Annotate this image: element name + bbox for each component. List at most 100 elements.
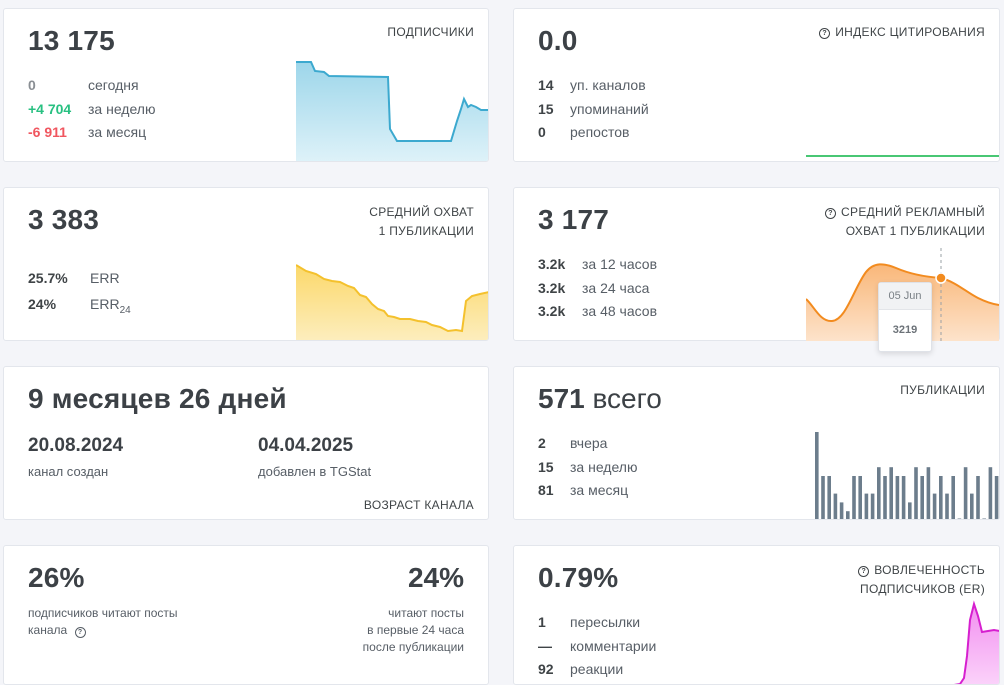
ad-reach-12h-row: 3.2k за 12 часов [538, 254, 657, 274]
ad-reach-48h-row: 3.2k за 48 часов [538, 301, 657, 321]
citation-mentions-label: упоминаний [570, 101, 649, 117]
publication-bar[interactable] [858, 476, 862, 520]
ad-reach-12h-value: 3.2k [538, 256, 566, 272]
err-value: 25.7% [28, 270, 68, 286]
subscribers-month-value: -6 911 [28, 124, 67, 140]
publication-bar[interactable] [970, 493, 974, 520]
publications-total-number: 571 [538, 383, 585, 414]
publication-bar[interactable] [877, 467, 881, 520]
publication-bar[interactable] [883, 476, 887, 520]
publication-bar[interactable] [932, 493, 937, 520]
subscribers-month-label: за месяц [88, 124, 147, 140]
publication-bar[interactable] [895, 476, 900, 520]
citation-mentions-row: 15 упоминаний [538, 99, 649, 119]
added-date: 04.04.2025 [258, 435, 354, 456]
publication-bar[interactable] [939, 476, 943, 520]
engagement-reactions-value: 92 [538, 661, 554, 677]
publication-bar[interactable] [901, 476, 906, 520]
average-reach-caption-line2: 1 ПУБЛИКАЦИИ [378, 224, 474, 238]
publication-bar[interactable] [951, 476, 955, 520]
publication-bar[interactable] [914, 467, 918, 520]
err24-row: 24% ERR24 [28, 294, 131, 316]
engagement-caption-line1: ВОВЛЕЧЕННОСТЬ [874, 563, 985, 577]
publications-card[interactable]: 571 всего ПУБЛИКАЦИИ 2 вчера 15 за неделю … [513, 366, 1000, 520]
publications-caption: ПУБЛИКАЦИИ [900, 383, 985, 397]
publication-bar[interactable] [963, 467, 968, 520]
publications-bar-chart [815, 432, 999, 521]
read-share-left-label-line2: канала [28, 623, 68, 637]
question-circle-icon[interactable]: ? [825, 208, 837, 219]
question-circle-icon[interactable]: ? [858, 566, 870, 577]
tooltip-value: 3219 [892, 324, 918, 336]
engagement-comments-row: — комментарии [538, 636, 656, 656]
channel-age-caption: ВОЗРАСТ КАНАЛА [363, 498, 474, 512]
average-reach-caption: СРЕДНИЙ ОХВАТ 1 ПУБЛИКАЦИИ [369, 203, 474, 241]
average-reach-card[interactable]: 3 383 СРЕДНИЙ ОХВАТ 1 ПУБЛИКАЦИИ 25.7% ER… [3, 187, 489, 341]
engagement-card[interactable]: 0.79% ? ВОВЛЕЧЕННОСТЬ ПОДПИСЧИКОВ (ER) 1 п… [513, 545, 1000, 685]
ad-reach-card[interactable]: 3 177 ? СРЕДНИЙ РЕКЛАМНЫЙ ОХВАТ 1 ПУБЛИКА… [513, 187, 1000, 352]
publications-month-value: 81 [538, 482, 554, 498]
publication-bar[interactable] [988, 467, 993, 520]
read-share-card[interactable]: 26% подписчиков читают посты канала ? 24… [3, 545, 489, 685]
question-circle-icon[interactable]: ? [74, 627, 86, 638]
publications-month-label: за месяц [570, 482, 629, 498]
publication-bar[interactable] [982, 518, 986, 521]
publication-bar[interactable] [870, 493, 875, 520]
publication-bar[interactable] [889, 467, 893, 520]
publication-bar[interactable] [920, 476, 924, 520]
publication-bar[interactable] [833, 493, 838, 520]
err-label: ERR [90, 270, 120, 286]
publication-bar[interactable] [821, 476, 825, 520]
ad-reach-48h-label: за 48 часов [582, 303, 658, 319]
publication-bar[interactable] [994, 476, 999, 520]
engagement-forwards-label: пересылки [570, 614, 641, 630]
subscribers-week-value: +4 704 [28, 101, 72, 117]
question-circle-icon[interactable]: ? [819, 28, 831, 39]
publication-bar[interactable] [976, 476, 980, 520]
publications-total-word: всего [592, 383, 662, 414]
ad-reach-24h-row: 3.2k за 24 часа [538, 278, 649, 298]
read-share-right-label-line2: в первые 24 часа [367, 623, 464, 637]
ad-reach-tooltip: 05 Jun 3219 [878, 282, 932, 352]
publications-yesterday-label: вчера [570, 435, 608, 451]
err24-value: 24% [28, 296, 57, 312]
engagement-caption: ? ВОВЛЕЧЕННОСТЬ ПОДПИСЧИКОВ (ER) [858, 561, 985, 599]
publications-yesterday-value: 2 [538, 435, 546, 451]
citation-mentions-value: 15 [538, 101, 554, 117]
ad-reach-48h-value: 3.2k [538, 303, 566, 319]
ad-reach-value: 3 177 [538, 204, 610, 235]
citation-channels-value: 14 [538, 77, 554, 93]
publication-bar[interactable] [839, 502, 844, 520]
ad-reach-caption: ? СРЕДНИЙ РЕКЛАМНЫЙ ОХВАТ 1 ПУБЛИКАЦИИ [825, 203, 985, 241]
publication-bar[interactable] [957, 518, 962, 521]
engagement-value: 0.79% [538, 562, 619, 593]
created-label: канал создан [28, 464, 109, 479]
ad-reach-caption-line1: СРЕДНИЙ РЕКЛАМНЫЙ [841, 205, 985, 219]
publication-bar[interactable] [864, 493, 869, 520]
engagement-caption-line2: ПОДПИСЧИКОВ (ER) [860, 582, 985, 596]
engagement-sparkline [934, 600, 999, 684]
read-share-right-label-line1: читают посты [388, 606, 464, 620]
engagement-reactions-row: 92 реакции [538, 659, 623, 679]
publication-bar[interactable] [945, 493, 949, 520]
subscribers-count: 13 175 [28, 25, 115, 56]
average-reach-sparkline [296, 264, 488, 340]
citation-reposts-row: 0 репостов [538, 122, 629, 142]
publication-bar[interactable] [926, 467, 931, 520]
tooltip-date: 05 Jun [879, 283, 931, 310]
publication-bar[interactable] [852, 476, 856, 520]
average-reach-value: 3 383 [28, 204, 100, 235]
citation-card[interactable]: 0.0 ? ИНДЕКС ЦИТИРОВАНИЯ 14 уп. каналов 15… [513, 8, 1000, 162]
publication-bar[interactable] [827, 476, 831, 520]
channel-age-value: 9 месяцев 26 дней [28, 383, 287, 414]
subscribers-card[interactable]: 13 175 ПОДПИСЧИКИ 0 сегодня +4 704 за неде… [3, 8, 489, 162]
channel-age-card[interactable]: 9 месяцев 26 дней 20.08.2024 канал созда… [3, 366, 489, 520]
ad-reach-caption-line2: ОХВАТ 1 ПУБЛИКАЦИИ [845, 224, 985, 238]
publication-bar[interactable] [846, 511, 850, 520]
citation-reposts-label: репостов [570, 124, 630, 140]
citation-reposts-value: 0 [538, 124, 546, 140]
publication-bar[interactable] [815, 432, 819, 520]
ad-reach-24h-value: 3.2k [538, 280, 566, 296]
publication-bar[interactable] [908, 502, 912, 520]
subscribers-week-label: за неделю [88, 101, 156, 117]
